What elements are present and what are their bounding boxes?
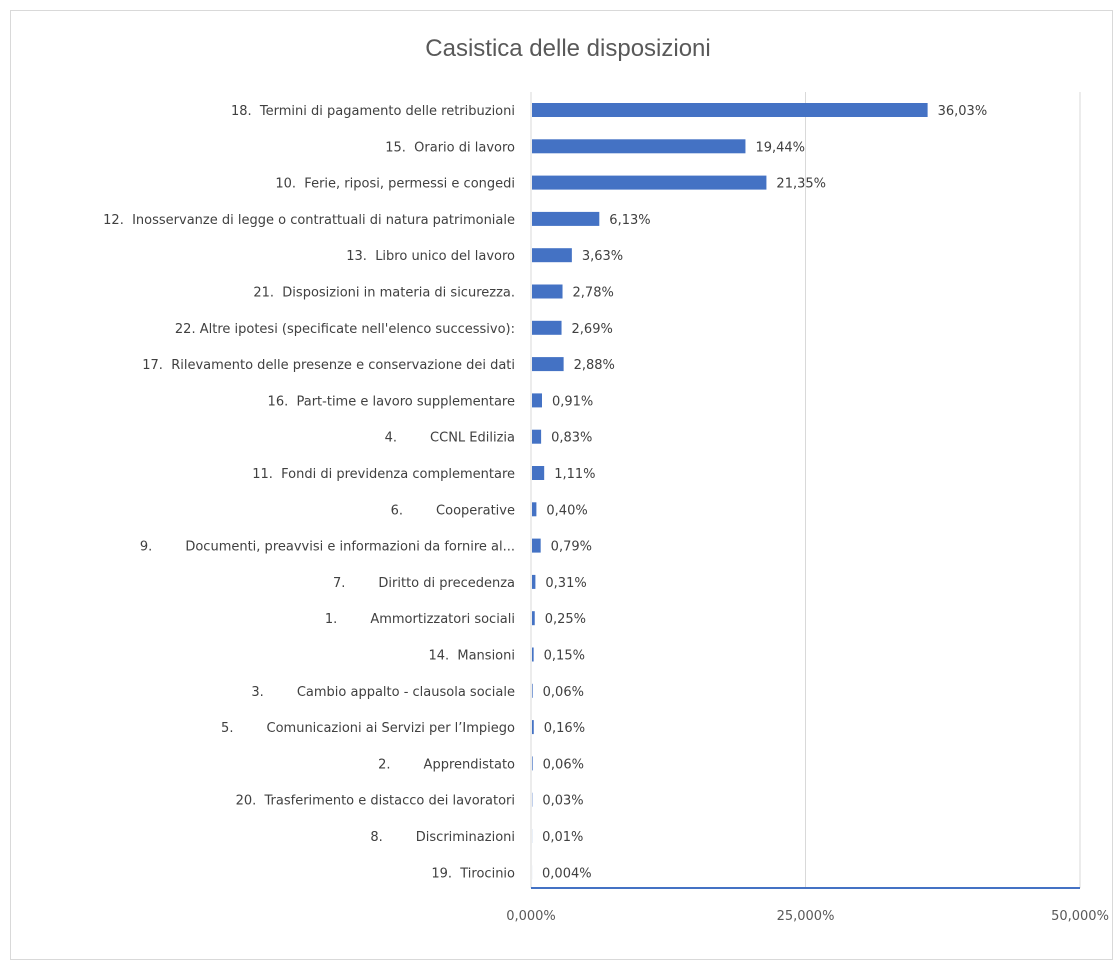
chart-title: Casistica delle disposizioni bbox=[425, 35, 710, 62]
data-label: 6,13% bbox=[609, 213, 650, 228]
category-label: 17. Rilevamento delle presenze e conserv… bbox=[142, 358, 515, 373]
x-tick-label: 25,000% bbox=[777, 909, 835, 924]
data-label: 0,16% bbox=[544, 721, 585, 736]
data-label: 0,91% bbox=[552, 394, 593, 409]
data-label: 19,44% bbox=[755, 140, 805, 155]
category-label: 14. Mansioni bbox=[428, 649, 515, 664]
category-label: 15. Orario di lavoro bbox=[385, 140, 515, 155]
x-axis-ticks: 0,000% 25,000% 50,000% bbox=[506, 909, 1109, 924]
category-label: 10. Ferie, riposi, permessi e congedi bbox=[275, 177, 515, 192]
category-label: 20. Trasferimento e distacco dei lavorat… bbox=[236, 794, 515, 809]
category-labels: 18. Termini di pagamento delle retribuzi… bbox=[103, 104, 515, 881]
category-label: 19. Tirocinio bbox=[431, 866, 515, 881]
bar bbox=[532, 139, 746, 154]
x-tick-label: 0,000% bbox=[506, 909, 556, 924]
bar bbox=[532, 248, 572, 263]
bar bbox=[532, 393, 542, 408]
data-label: 0,83% bbox=[551, 431, 592, 446]
category-label: 5. Comunicazioni ai Servizi per l’Impieg… bbox=[221, 721, 515, 736]
data-label: 0,03% bbox=[542, 794, 583, 809]
bar bbox=[532, 320, 562, 335]
data-label: 3,63% bbox=[582, 249, 623, 264]
data-label: 0,01% bbox=[542, 830, 583, 845]
bar bbox=[532, 720, 534, 735]
bar bbox=[532, 211, 600, 226]
bar bbox=[532, 466, 545, 480]
category-label: 7. Diritto di precedenza bbox=[333, 576, 515, 591]
data-label: 0,06% bbox=[543, 757, 584, 772]
data-label: 0,15% bbox=[544, 649, 585, 664]
category-label: 22. Altre ipotesi (specificate nell'elen… bbox=[175, 322, 515, 337]
chart-frame bbox=[10, 10, 1113, 960]
data-label: 36,03% bbox=[938, 104, 988, 119]
bar bbox=[532, 611, 535, 626]
category-label: 8. Discriminazioni bbox=[370, 830, 515, 845]
category-label: 3. Cambio appalto - clausola sociale bbox=[251, 685, 515, 700]
category-label: 4. CCNL Edilizia bbox=[385, 431, 515, 446]
data-label: 0,40% bbox=[546, 503, 587, 518]
bar bbox=[532, 357, 564, 372]
data-label: 2,69% bbox=[572, 322, 613, 337]
data-label: 2,78% bbox=[573, 286, 614, 301]
bar bbox=[532, 683, 533, 698]
bar bbox=[532, 538, 541, 553]
category-label: 1. Ammortizzatori sociali bbox=[325, 612, 515, 627]
bar bbox=[532, 574, 536, 589]
data-label: 2,88% bbox=[574, 358, 615, 373]
bar bbox=[532, 647, 534, 662]
bar bbox=[532, 756, 533, 771]
category-label: 2. Apprendistato bbox=[378, 757, 515, 772]
data-label: 0,004% bbox=[542, 866, 592, 881]
category-label: 6. Cooperative bbox=[391, 503, 515, 518]
data-label: 0,25% bbox=[545, 612, 586, 627]
category-label: 21. Disposizioni in materia di sicurezza… bbox=[253, 286, 515, 301]
category-label: 9. Documenti, preavvisi e informazioni d… bbox=[140, 540, 515, 555]
bars bbox=[532, 103, 928, 880]
category-label: 11. Fondi di previdenza complementare bbox=[252, 467, 515, 482]
data-label: 21,35% bbox=[776, 177, 826, 192]
data-label: 1,11% bbox=[554, 467, 595, 482]
bar bbox=[532, 502, 537, 517]
category-label: 18. Termini di pagamento delle retribuzi… bbox=[231, 104, 515, 119]
category-label: 13. Libro unico del lavoro bbox=[346, 249, 515, 264]
category-label: 12. Inosservanze di legge o contrattuali… bbox=[103, 213, 515, 228]
bar bbox=[532, 429, 542, 444]
bar bbox=[532, 103, 928, 117]
data-label: 0,79% bbox=[551, 540, 592, 555]
gridlines bbox=[530, 92, 1081, 889]
x-tick-label: 50,000% bbox=[1051, 909, 1109, 924]
data-label: 0,31% bbox=[545, 576, 586, 591]
bar bbox=[532, 284, 563, 299]
bar bbox=[532, 175, 767, 190]
data-label: 0,06% bbox=[543, 685, 584, 700]
category-label: 16. Part-time e lavoro supplementare bbox=[268, 394, 515, 409]
data-labels: 36,03% 19,44% 21,35% 6,13% 3,63% 2,78% 2,69% 2,… bbox=[542, 104, 987, 881]
